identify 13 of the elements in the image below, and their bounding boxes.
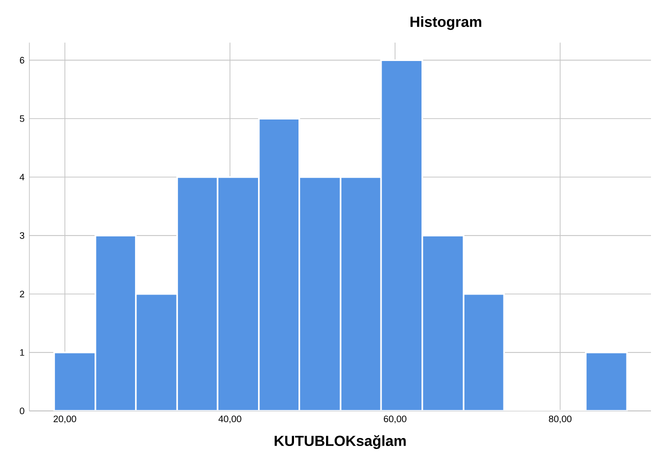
- x-axis-title: KUTUBLOKsağlam: [274, 435, 406, 449]
- y-tick-label: 5: [20, 115, 24, 122]
- x-tick-label: 60,00: [384, 415, 406, 424]
- y-tick-label: 1: [20, 349, 24, 356]
- chart-title: Histogram: [410, 16, 482, 30]
- x-tick-label: 40,00: [218, 415, 242, 424]
- y-tick-label: 6: [20, 56, 24, 64]
- x-tick-label: 20,00: [54, 415, 76, 424]
- y-tick-label: 3: [20, 232, 24, 239]
- x-tick-label: 80,00: [548, 415, 572, 424]
- y-tick-label: 2: [20, 290, 24, 298]
- y-tick-label: 0: [20, 407, 24, 414]
- y-tick-label: 4: [20, 174, 24, 180]
